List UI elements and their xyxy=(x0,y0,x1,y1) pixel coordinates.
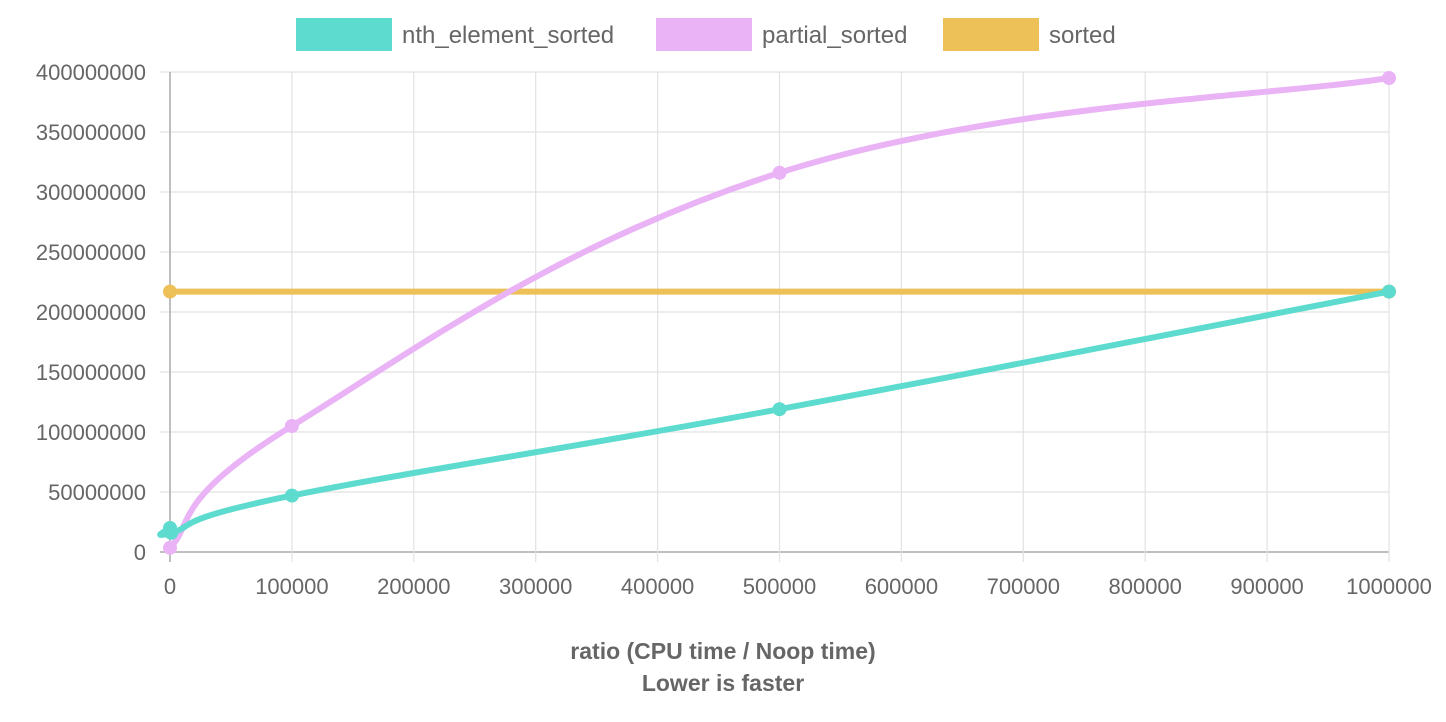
data-point-nth_element_sorted[interactable] xyxy=(164,525,179,540)
x-axis-subtitle: Lower is faster xyxy=(642,670,804,696)
series-group xyxy=(157,71,1396,555)
y-tick-label: 300000000 xyxy=(36,180,146,205)
axes: 0 50000000 100000000 150000000 200000000 2500… xyxy=(36,60,1432,599)
data-point-partial_sorted[interactable] xyxy=(163,540,177,555)
series-line-nth_element_sorted xyxy=(157,288,1392,538)
y-tick-label: 350000000 xyxy=(36,120,146,145)
series-partial_sorted xyxy=(163,71,1396,555)
x-tick-label: 700000 xyxy=(987,574,1060,599)
x-tick-label: 0 xyxy=(164,574,176,599)
data-point-nth_element_sorted[interactable] xyxy=(1382,284,1396,299)
x-tick-label: 1000000 xyxy=(1346,574,1432,599)
y-tick-label: 150000000 xyxy=(36,360,146,385)
x-tick-label: 300000 xyxy=(499,574,572,599)
x-tick-label: 600000 xyxy=(865,574,938,599)
legend-label: partial_sorted xyxy=(762,22,907,49)
legend-label: nth_element_sorted xyxy=(402,22,614,49)
legend-item-nth_element_sorted[interactable]: nth_element_sorted xyxy=(296,18,614,51)
x-tick-label: 900000 xyxy=(1230,574,1303,599)
data-point-sorted[interactable] xyxy=(163,284,177,299)
data-point-partial_sorted[interactable] xyxy=(772,165,787,180)
series-line-partial_sorted xyxy=(167,75,1392,551)
data-point-nth_element_sorted[interactable] xyxy=(284,488,299,503)
y-tick-label: 50000000 xyxy=(48,480,146,505)
series-nth_element_sorted xyxy=(157,284,1396,540)
legend-swatch xyxy=(943,18,1039,51)
y-tick-label: 250000000 xyxy=(36,240,146,265)
y-tick-label: 100000000 xyxy=(36,420,146,445)
legend: nth_element_sorted partial_sorted sorted xyxy=(296,18,1116,51)
y-tick-label: 400000000 xyxy=(36,60,146,85)
x-axis-title: ratio (CPU time / Noop time) xyxy=(570,638,875,664)
x-tick-label: 400000 xyxy=(621,574,694,599)
data-point-nth_element_sorted[interactable] xyxy=(772,402,787,417)
x-tick-label: 200000 xyxy=(377,574,450,599)
legend-swatch xyxy=(656,18,752,51)
x-tick-label: 800000 xyxy=(1108,574,1181,599)
legend-label: sorted xyxy=(1049,22,1116,49)
x-tick-label: 100000 xyxy=(255,574,328,599)
data-point-partial_sorted[interactable] xyxy=(1382,71,1396,85)
legend-swatch xyxy=(296,18,392,51)
x-tick-label: 500000 xyxy=(743,574,816,599)
y-tick-label: 0 xyxy=(134,540,146,565)
data-point-partial_sorted[interactable] xyxy=(284,419,299,433)
y-tick-label: 200000000 xyxy=(36,300,146,325)
legend-item-partial_sorted[interactable]: partial_sorted xyxy=(656,18,907,51)
grid xyxy=(160,71,1390,562)
legend-item-sorted[interactable]: sorted xyxy=(943,18,1116,51)
